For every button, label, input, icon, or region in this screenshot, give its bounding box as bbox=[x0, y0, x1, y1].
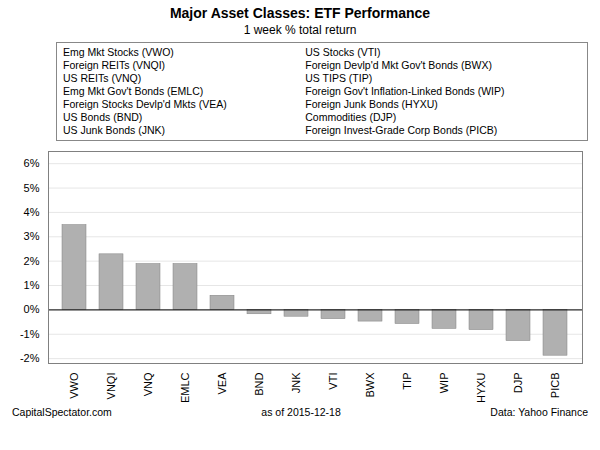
svg-text:HYXU: HYXU bbox=[475, 372, 487, 403]
svg-text:TIP: TIP bbox=[401, 373, 413, 390]
html-text:Foreign REITs (VNQI): Foreign REITs (VNQI) bbox=[63, 59, 166, 71]
html-text:US REITs (VNQ): US REITs (VNQ) bbox=[63, 72, 142, 84]
html-text:Major Asset Classes: ETF Perfo: Major Asset Classes: ETF Performance bbox=[169, 5, 431, 21]
html-text:Foreign Stocks Devlp'd Mkts (V: Foreign Stocks Devlp'd Mkts (VEA) bbox=[63, 98, 227, 110]
html-text:US Junk Bonds (JNK): US Junk Bonds (JNK) bbox=[63, 124, 166, 136]
html-text:Emg Mkt Stocks (VWO): Emg Mkt Stocks (VWO) bbox=[63, 46, 174, 58]
svg-text:WIP: WIP bbox=[438, 373, 450, 394]
html-text:Commodities (DJP): Commodities (DJP) bbox=[305, 111, 397, 123]
svg-text:0%: 0% bbox=[24, 303, 40, 315]
svg-text:5%: 5% bbox=[24, 182, 40, 194]
html-text:Emg Mkt Gov't Bonds (EMLC): Emg Mkt Gov't Bonds (EMLC) bbox=[63, 85, 204, 97]
html-text:US Bonds (BND): US Bonds (BND) bbox=[63, 111, 143, 123]
svg-text:DJP: DJP bbox=[512, 373, 524, 394]
svg-text:BWX: BWX bbox=[364, 372, 376, 398]
svg-text:1%: 1% bbox=[24, 279, 40, 291]
svg-text:VWO: VWO bbox=[68, 372, 80, 399]
html-text:Foreign Invest-Grade Corp Bond: Foreign Invest-Grade Corp Bonds (PICB) bbox=[305, 124, 498, 136]
svg-text:BND: BND bbox=[253, 372, 265, 395]
svg-text:VNQI: VNQI bbox=[105, 373, 117, 400]
svg-text:3%: 3% bbox=[24, 230, 40, 242]
svg-text:VEA: VEA bbox=[216, 372, 228, 395]
html-text:US Stocks (VTI): US Stocks (VTI) bbox=[305, 46, 381, 58]
html-text:Foreign Devlp'd Mkt Gov't Bond: Foreign Devlp'd Mkt Gov't Bonds (BWX) bbox=[305, 59, 492, 71]
svg-text:VTI: VTI bbox=[327, 373, 339, 390]
html-text:CapitalSpectator.com: CapitalSpectator.com bbox=[12, 406, 112, 418]
svg-text:PICB: PICB bbox=[549, 373, 561, 399]
html-text:as of 2015-12-18: as of 2015-12-18 bbox=[261, 406, 341, 418]
svg-text:EMLC: EMLC bbox=[179, 372, 191, 403]
svg-text:VNQ: VNQ bbox=[142, 372, 154, 396]
svg-text:-2%: -2% bbox=[20, 352, 40, 364]
svg-text:2%: 2% bbox=[24, 255, 40, 267]
svg-text:-1%: -1% bbox=[20, 328, 40, 340]
html-text:1 week % total return: 1 week % total return bbox=[243, 23, 357, 37]
svg-text:JNK: JNK bbox=[290, 372, 302, 393]
html-text:Foreign Gov't Inflation-Linked: Foreign Gov't Inflation-Linked Bonds (WI… bbox=[305, 85, 505, 97]
html-text:Data: Yahoo Finance: Data: Yahoo Finance bbox=[490, 406, 588, 418]
svg-text:4%: 4% bbox=[24, 206, 40, 218]
html-text:US TIPS (TIP): US TIPS (TIP) bbox=[305, 72, 373, 84]
html-text:Foreign Junk Bonds (HYXU): Foreign Junk Bonds (HYXU) bbox=[305, 98, 438, 110]
svg-text:6%: 6% bbox=[24, 157, 40, 169]
